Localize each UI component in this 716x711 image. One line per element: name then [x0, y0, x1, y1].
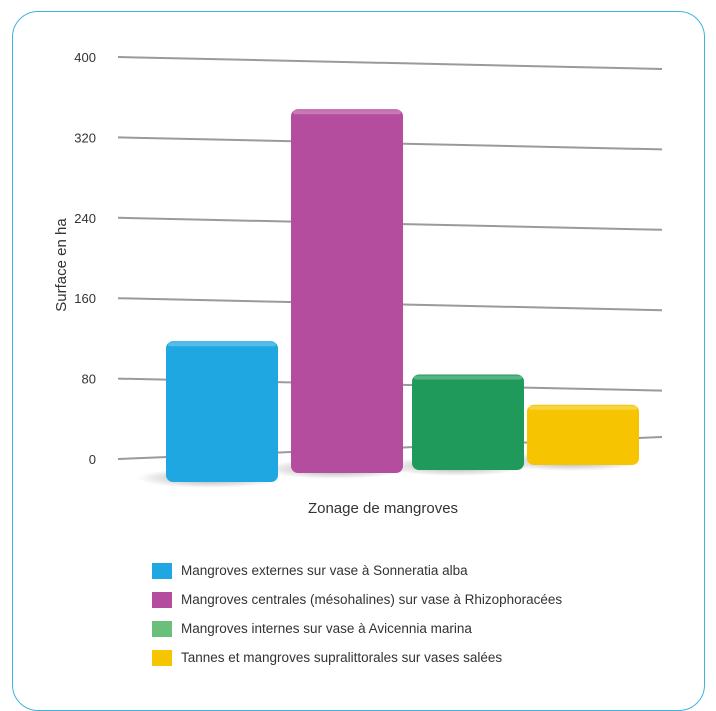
- legend-label: Tannes et mangroves supralittorales sur …: [181, 650, 503, 665]
- bar: [412, 374, 524, 470]
- bar-chart: 0 80 160 240 320 400 Surface en ha Zonage de …: [53, 50, 663, 517]
- y-tick-label: 400: [74, 50, 96, 65]
- y-tick-label: 160: [74, 291, 96, 306]
- y-tick-label: 240: [74, 211, 96, 226]
- legend-swatch: [152, 620, 172, 637]
- y-tick-label: 320: [74, 130, 96, 145]
- legend-label: Mangroves centrales (mésohalines) sur va…: [181, 592, 563, 607]
- legend-item: Mangroves internes sur vase à Avicennia …: [152, 619, 562, 638]
- legend-item: Mangroves centrales (mésohalines) sur va…: [152, 590, 562, 609]
- x-axis-title: Zonage de mangroves: [308, 500, 458, 517]
- bar-highlight: [529, 405, 637, 410]
- legend: Mangroves externes sur vase à Sonneratia…: [152, 561, 562, 677]
- bar-highlight: [168, 342, 276, 347]
- legend-label: Mangroves internes sur vase à Avicennia …: [181, 621, 472, 636]
- bar-highlight: [293, 110, 401, 115]
- bar: [166, 341, 278, 482]
- bar-highlight: [414, 375, 522, 380]
- legend-label: Mangroves externes sur vase à Sonneratia…: [181, 563, 468, 578]
- legend-swatch: [152, 591, 172, 608]
- y-tick-label: 80: [82, 372, 96, 387]
- legend-item: Tannes et mangroves supralittorales sur …: [152, 648, 562, 667]
- bar: [527, 404, 639, 465]
- legend-swatch: [152, 649, 172, 666]
- bar: [291, 109, 403, 473]
- legend-item: Mangroves externes sur vase à Sonneratia…: [152, 561, 562, 580]
- legend-swatch: [152, 562, 172, 579]
- gridline: [117, 56, 663, 70]
- y-axis-title: Surface en ha: [53, 218, 70, 312]
- y-tick-label: 0: [89, 452, 96, 467]
